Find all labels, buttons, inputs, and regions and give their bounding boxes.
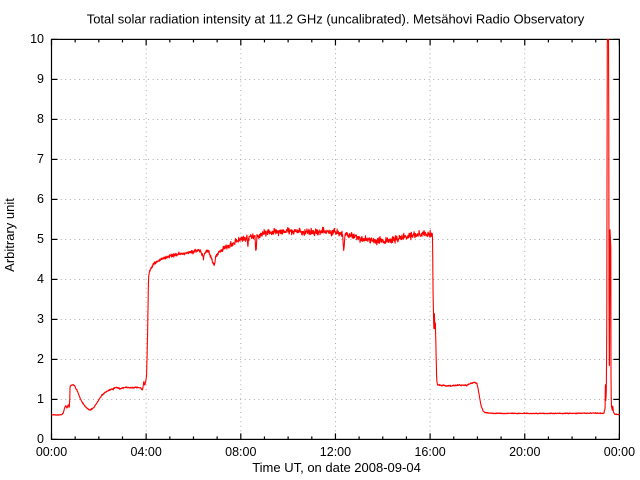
svg-text:2: 2 [37,352,44,366]
svg-text:0: 0 [37,432,44,446]
svg-text:1: 1 [37,392,44,406]
svg-text:7: 7 [37,152,44,166]
svg-text:Total solar radiation intensit: Total solar radiation intensity at 11.2 … [87,11,585,26]
svg-text:08:00: 08:00 [225,445,256,459]
svg-text:9: 9 [37,72,44,86]
svg-text:04:00: 04:00 [131,445,162,459]
svg-text:12:00: 12:00 [320,445,351,459]
svg-text:3: 3 [37,312,44,326]
svg-text:20:00: 20:00 [509,445,540,459]
svg-text:8: 8 [37,112,44,126]
svg-text:Arbitrary unit: Arbitrary unit [2,198,17,272]
svg-text:00:00: 00:00 [36,445,67,459]
svg-text:6: 6 [37,192,44,206]
svg-text:Time UT, on date 2008-09-04: Time UT, on date 2008-09-04 [252,460,421,475]
svg-text:16:00: 16:00 [414,445,445,459]
svg-text:5: 5 [37,232,44,246]
svg-text:00:00: 00:00 [604,445,635,459]
svg-text:10: 10 [30,32,44,46]
svg-text:4: 4 [37,272,44,286]
